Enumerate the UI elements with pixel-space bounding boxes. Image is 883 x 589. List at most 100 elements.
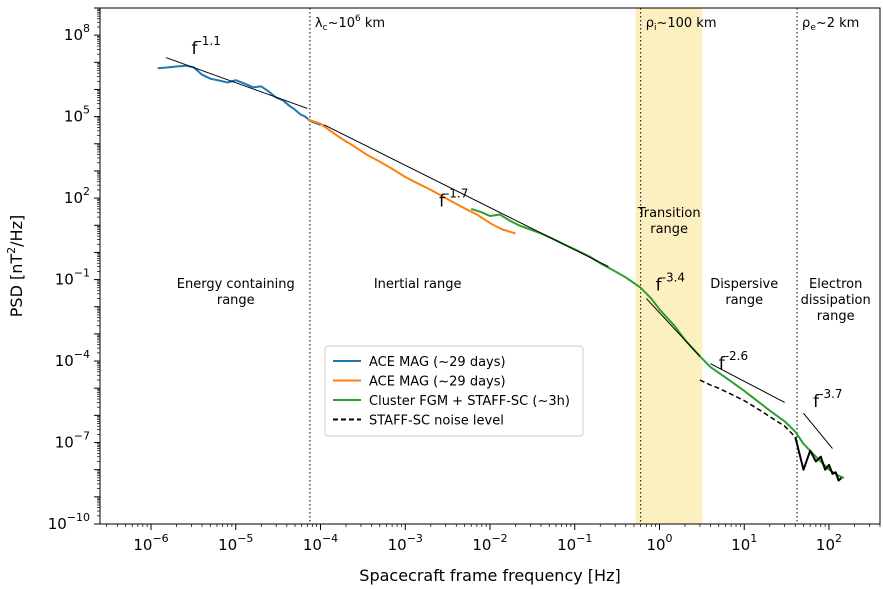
x-tick-base: 10 [133, 536, 152, 554]
fit-label-exp: -1.7 [445, 186, 468, 200]
vline-label-rest: ~10 [328, 16, 355, 31]
y-tick-exp: 2 [83, 185, 90, 198]
fit-label-base: f [813, 392, 820, 412]
power-law-fits [165, 57, 833, 449]
y-tick-exp: −1 [74, 267, 90, 280]
vline-label-main: ρ [802, 16, 810, 31]
y-tick-base: 10 [64, 189, 83, 207]
vline-label-rest: ~2 km [816, 16, 860, 31]
y-tick-label-4: 102 [64, 185, 90, 207]
x-tick-base: 10 [218, 536, 237, 554]
x-tick-exp: −5 [237, 532, 253, 545]
y-tick-base: 10 [64, 26, 83, 44]
vline-label-sup: 6 [355, 14, 361, 24]
x-tick-exp: 1 [750, 532, 757, 545]
data-series [157, 64, 845, 482]
x-tick-base: 10 [557, 536, 576, 554]
x-tick-label-3: 10−3 [388, 532, 423, 554]
fit-label-base: f [719, 354, 726, 374]
fit-label-2: f-3.4 [656, 270, 685, 295]
range-label-line: Transition [637, 206, 701, 221]
legend-label-0: ACE MAG (~29 days) [369, 355, 506, 370]
vline-label-2: ρe~2 km [802, 16, 859, 33]
x-tick-exp: −6 [152, 532, 168, 545]
range-label-line: dissipation [801, 293, 871, 308]
series-line-1 [307, 118, 516, 235]
fit-label-exp: -3.7 [819, 387, 842, 401]
y-tick-label-0: 10−10 [48, 511, 90, 533]
vline-label-end: km [361, 16, 385, 31]
vertical-lines: λc~106 km ρi~100 km ρe~2 km [309, 8, 859, 524]
fit-label-exp: -1.1 [197, 34, 220, 48]
x-tick-base: 10 [303, 536, 322, 554]
x-tick-base: 10 [388, 536, 407, 554]
legend: ACE MAG (~29 days) ACE MAG (~29 days) Clus… [324, 345, 584, 437]
range-label-line: range [217, 293, 255, 308]
x-tick-exp: 0 [666, 532, 673, 545]
x-tick-exp: 2 [835, 532, 842, 545]
fit-line-3 [710, 363, 785, 403]
y-tick-label-5: 105 [64, 104, 90, 126]
range-label-line: Energy containing [177, 277, 295, 292]
x-tick-label-4: 10−2 [472, 532, 507, 554]
fit-label-base: f [439, 191, 446, 211]
y-tick-exp: 5 [83, 104, 90, 117]
y-tick-exp: −10 [67, 511, 90, 524]
x-tick-base: 10 [646, 536, 665, 554]
y-tick-base: 10 [55, 434, 74, 452]
vline-label-main: ρ [646, 16, 654, 31]
fit-label-3: f-2.6 [719, 349, 748, 374]
x-tick-label-0: 10−6 [133, 532, 168, 554]
y-tick-label-2: 10−4 [55, 348, 90, 370]
vline-label-main: λ [315, 16, 323, 31]
y-axis-label: PSD [nT2/Hz] [5, 215, 26, 317]
x-tick-exp: −4 [322, 532, 338, 545]
x-tick-label-1: 10−5 [218, 532, 253, 554]
fit-line-2 [645, 298, 701, 357]
fit-label-1: f-1.7 [439, 186, 468, 211]
range-label-3: Dispersive range [710, 277, 778, 308]
range-label-4: Electron dissipation range [801, 277, 871, 324]
x-tick-label-2: 10−4 [303, 532, 338, 554]
x-tick-label-8: 102 [816, 532, 842, 554]
y-axis-label-end: /Hz] [7, 215, 26, 247]
vline-label-rest: ~100 km [656, 16, 716, 31]
fit-label-base: f [191, 39, 198, 59]
series-line-2 [470, 207, 845, 479]
x-axis-label: Spacecraft frame frequency [Hz] [359, 566, 620, 585]
range-label-line: Electron [809, 277, 862, 292]
x-axis-ticks: 10−6 10−5 10−4 10−3 10−2 10−1 100 101 102 [106, 524, 881, 554]
y-tick-base: 10 [48, 515, 67, 533]
vline-label-0: λc~106 km [315, 14, 385, 33]
y-tick-label-3: 10−1 [55, 267, 90, 289]
y-tick-base: 10 [55, 271, 74, 289]
x-tick-label-7: 101 [731, 532, 757, 554]
vline-label-sub: i [654, 23, 657, 33]
series-line-3 [699, 379, 796, 438]
fit-label-4: f-3.7 [813, 387, 842, 412]
x-tick-label-6: 100 [646, 532, 672, 554]
range-label-0: Energy containing range [177, 277, 295, 308]
y-tick-exp: −7 [74, 430, 90, 443]
y-tick-label-6: 108 [64, 22, 90, 44]
vline-label-sub: c [323, 23, 328, 33]
x-tick-label-5: 10−1 [557, 532, 592, 554]
x-tick-exp: −3 [407, 532, 423, 545]
y-axis-label-main: PSD [nT [7, 254, 26, 318]
x-tick-base: 10 [472, 536, 491, 554]
y-tick-exp: 8 [83, 22, 90, 35]
x-tick-base: 10 [731, 536, 750, 554]
legend-label-2: Cluster FGM + STAFF-SC (~3h) [369, 394, 570, 409]
fit-label-exp: -3.4 [662, 270, 685, 284]
y-tick-base: 10 [64, 108, 83, 126]
fit-line-1 [323, 124, 609, 268]
y-tick-label-1: 10−7 [55, 430, 90, 452]
range-label-1: Inertial range [374, 277, 462, 292]
fit-label-exp: -2.6 [725, 349, 748, 363]
range-label-line: Inertial range [374, 277, 462, 292]
x-tick-base: 10 [816, 536, 835, 554]
fit-label-0: f-1.1 [191, 34, 220, 59]
